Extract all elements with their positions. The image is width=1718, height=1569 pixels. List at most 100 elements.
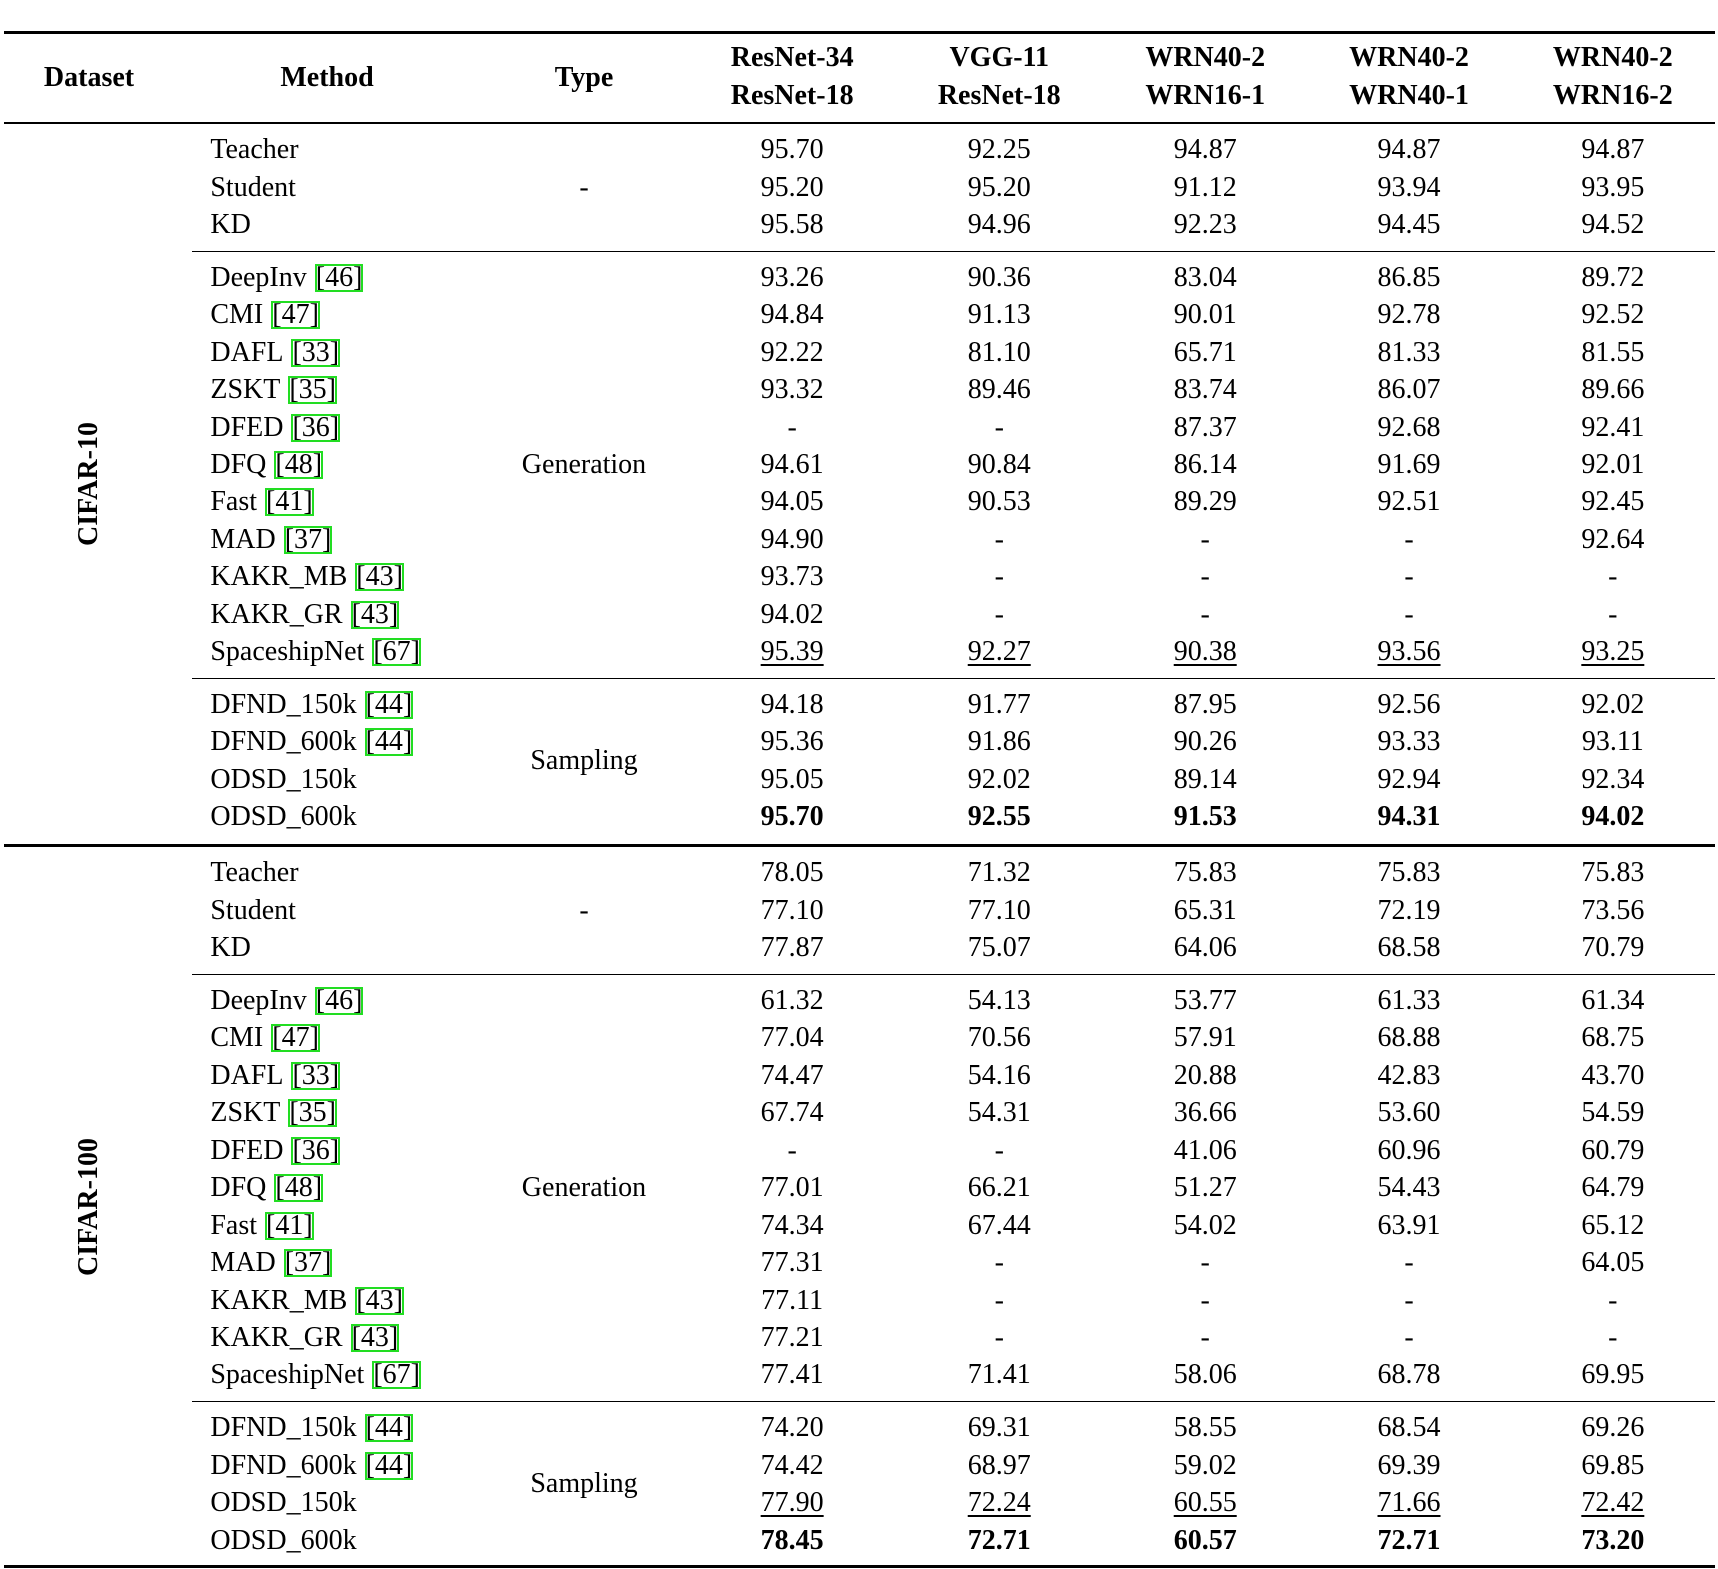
citation: [48] (274, 448, 324, 480)
value-cell: 43.70 (1581, 1059, 1645, 1091)
method-cell: DAFL [33] (210, 336, 341, 368)
value-cell: 65.12 (1581, 1209, 1645, 1241)
method-cell: Fast [41] (210, 1211, 314, 1240)
rule (191, 973, 1715, 976)
value-cell: 68.78 (1377, 1359, 1441, 1391)
value-cell: - (1200, 523, 1210, 555)
value-cell: 95.70 (760, 801, 824, 833)
method-name: DFQ (210, 448, 267, 480)
value-cell: 93.11 (1581, 726, 1644, 758)
method-name: Teacher (210, 134, 299, 166)
value-cell: 77.10 (760, 894, 824, 926)
value-cell: 90.01 (1173, 299, 1237, 331)
method-name: DAFL (210, 1059, 284, 1091)
method-cell: DFND_150k [44] (210, 1412, 414, 1444)
value-cell: 54.31 (967, 1097, 1031, 1129)
value-cell: 94.52 (1581, 209, 1645, 241)
value-cell: 89.66 (1581, 374, 1645, 406)
method-cell: DFED [36] (210, 1136, 341, 1165)
type-label: Sampling (530, 1468, 638, 1500)
method-name: ODSD_600k (210, 1524, 357, 1556)
citation: [43] (355, 1284, 404, 1316)
value-cell: 60.57 (1173, 1524, 1237, 1556)
value-cell: 92.01 (1581, 448, 1645, 480)
value-cell: 83.04 (1173, 261, 1237, 293)
value-cell: 54.59 (1581, 1097, 1645, 1129)
value-cell: 71.32 (967, 857, 1031, 889)
value-cell: 69.95 (1581, 1359, 1645, 1391)
value-cell: 94.31 (1377, 801, 1441, 833)
citation: [43] (350, 1322, 400, 1354)
value-cell: 92.23 (1173, 209, 1237, 241)
value-cell: 93.56 (1377, 636, 1441, 668)
value-cell: 69.31 (967, 1412, 1031, 1444)
citation: [44] (364, 1449, 414, 1481)
citation: [44] (364, 726, 414, 758)
type-label: - (579, 171, 589, 203)
method-name: Teacher (210, 857, 299, 889)
value-cell: 77.04 (760, 1022, 824, 1054)
method-name: DeepInv (210, 261, 307, 293)
value-cell: 74.42 (760, 1449, 824, 1481)
value-cell: 94.18 (760, 688, 824, 720)
value-cell: 91.86 (967, 726, 1031, 758)
value-cell: 53.77 (1173, 984, 1237, 1016)
method-cell: KAKR_GR [43] (210, 1322, 400, 1354)
value-cell: 90.26 (1173, 726, 1237, 758)
value-cell: 92.22 (760, 336, 824, 368)
value-cell: 94.87 (1377, 134, 1441, 166)
value-cell: - (1200, 561, 1210, 593)
value-cell: 89.46 (967, 374, 1031, 406)
value-cell: 94.87 (1581, 134, 1645, 166)
method-name: MAD (210, 523, 276, 555)
method-name: DFND_150k (210, 688, 357, 720)
dataset-label: CIFAR-10 (72, 421, 104, 546)
header-model: WRN40-2 (1552, 42, 1673, 74)
value-cell: 93.32 (760, 374, 824, 406)
value-cell: 54.16 (967, 1059, 1031, 1091)
value-cell: 68.88 (1377, 1022, 1441, 1054)
method-cell: KAKR_GR [43] (210, 600, 400, 629)
value-cell: 95.20 (967, 171, 1031, 203)
value-cell: 92.02 (1581, 688, 1645, 720)
value-cell: 77.31 (760, 1247, 824, 1279)
method-cell: DFND_600k [44] (210, 726, 414, 758)
value-cell: 54.43 (1377, 1172, 1441, 1204)
method-name: DFND_600k (210, 1449, 357, 1481)
value-cell: 71.41 (967, 1359, 1031, 1391)
value-cell: 93.73 (760, 561, 824, 593)
method-name: ODSD_150k (210, 1487, 357, 1519)
value-cell: - (1200, 1284, 1210, 1316)
value-cell: 74.20 (760, 1412, 824, 1444)
method-cell: DFED [36] (210, 413, 341, 442)
method-name: DAFL (210, 336, 284, 368)
value-cell: 73.20 (1581, 1524, 1645, 1556)
value-cell: 54.13 (967, 984, 1031, 1016)
value-cell: 75.07 (967, 932, 1031, 964)
value-cell: 92.68 (1377, 411, 1441, 443)
value-cell: 74.47 (760, 1059, 824, 1091)
header-model: WRN40-1 (1349, 80, 1469, 112)
value-cell: - (1404, 1322, 1414, 1354)
value-cell: 60.55 (1173, 1487, 1237, 1519)
value-cell: - (1608, 1322, 1618, 1354)
value-cell: 81.33 (1377, 336, 1441, 368)
method-cell: ZSKT [35] (210, 1097, 338, 1129)
citation: [44] (364, 1412, 414, 1444)
method-cell: Teacher (210, 136, 298, 164)
method-name: KAKR_MB (210, 561, 348, 593)
citation: [33] (291, 336, 341, 368)
method-name: ZSKT (210, 1097, 281, 1129)
method-cell: DeepInv [46] (210, 261, 364, 293)
citation: [67] (372, 1359, 421, 1391)
value-cell: 92.55 (967, 801, 1031, 833)
value-cell: 72.19 (1377, 894, 1441, 926)
header-model: ResNet-18 (937, 80, 1061, 112)
value-cell: 94.61 (760, 448, 824, 480)
citation: [46] (314, 261, 364, 293)
type-label: Sampling (530, 745, 638, 777)
method-cell: KD (210, 211, 250, 239)
value-cell: 69.39 (1377, 1449, 1441, 1481)
value-cell: 63.91 (1377, 1209, 1441, 1241)
